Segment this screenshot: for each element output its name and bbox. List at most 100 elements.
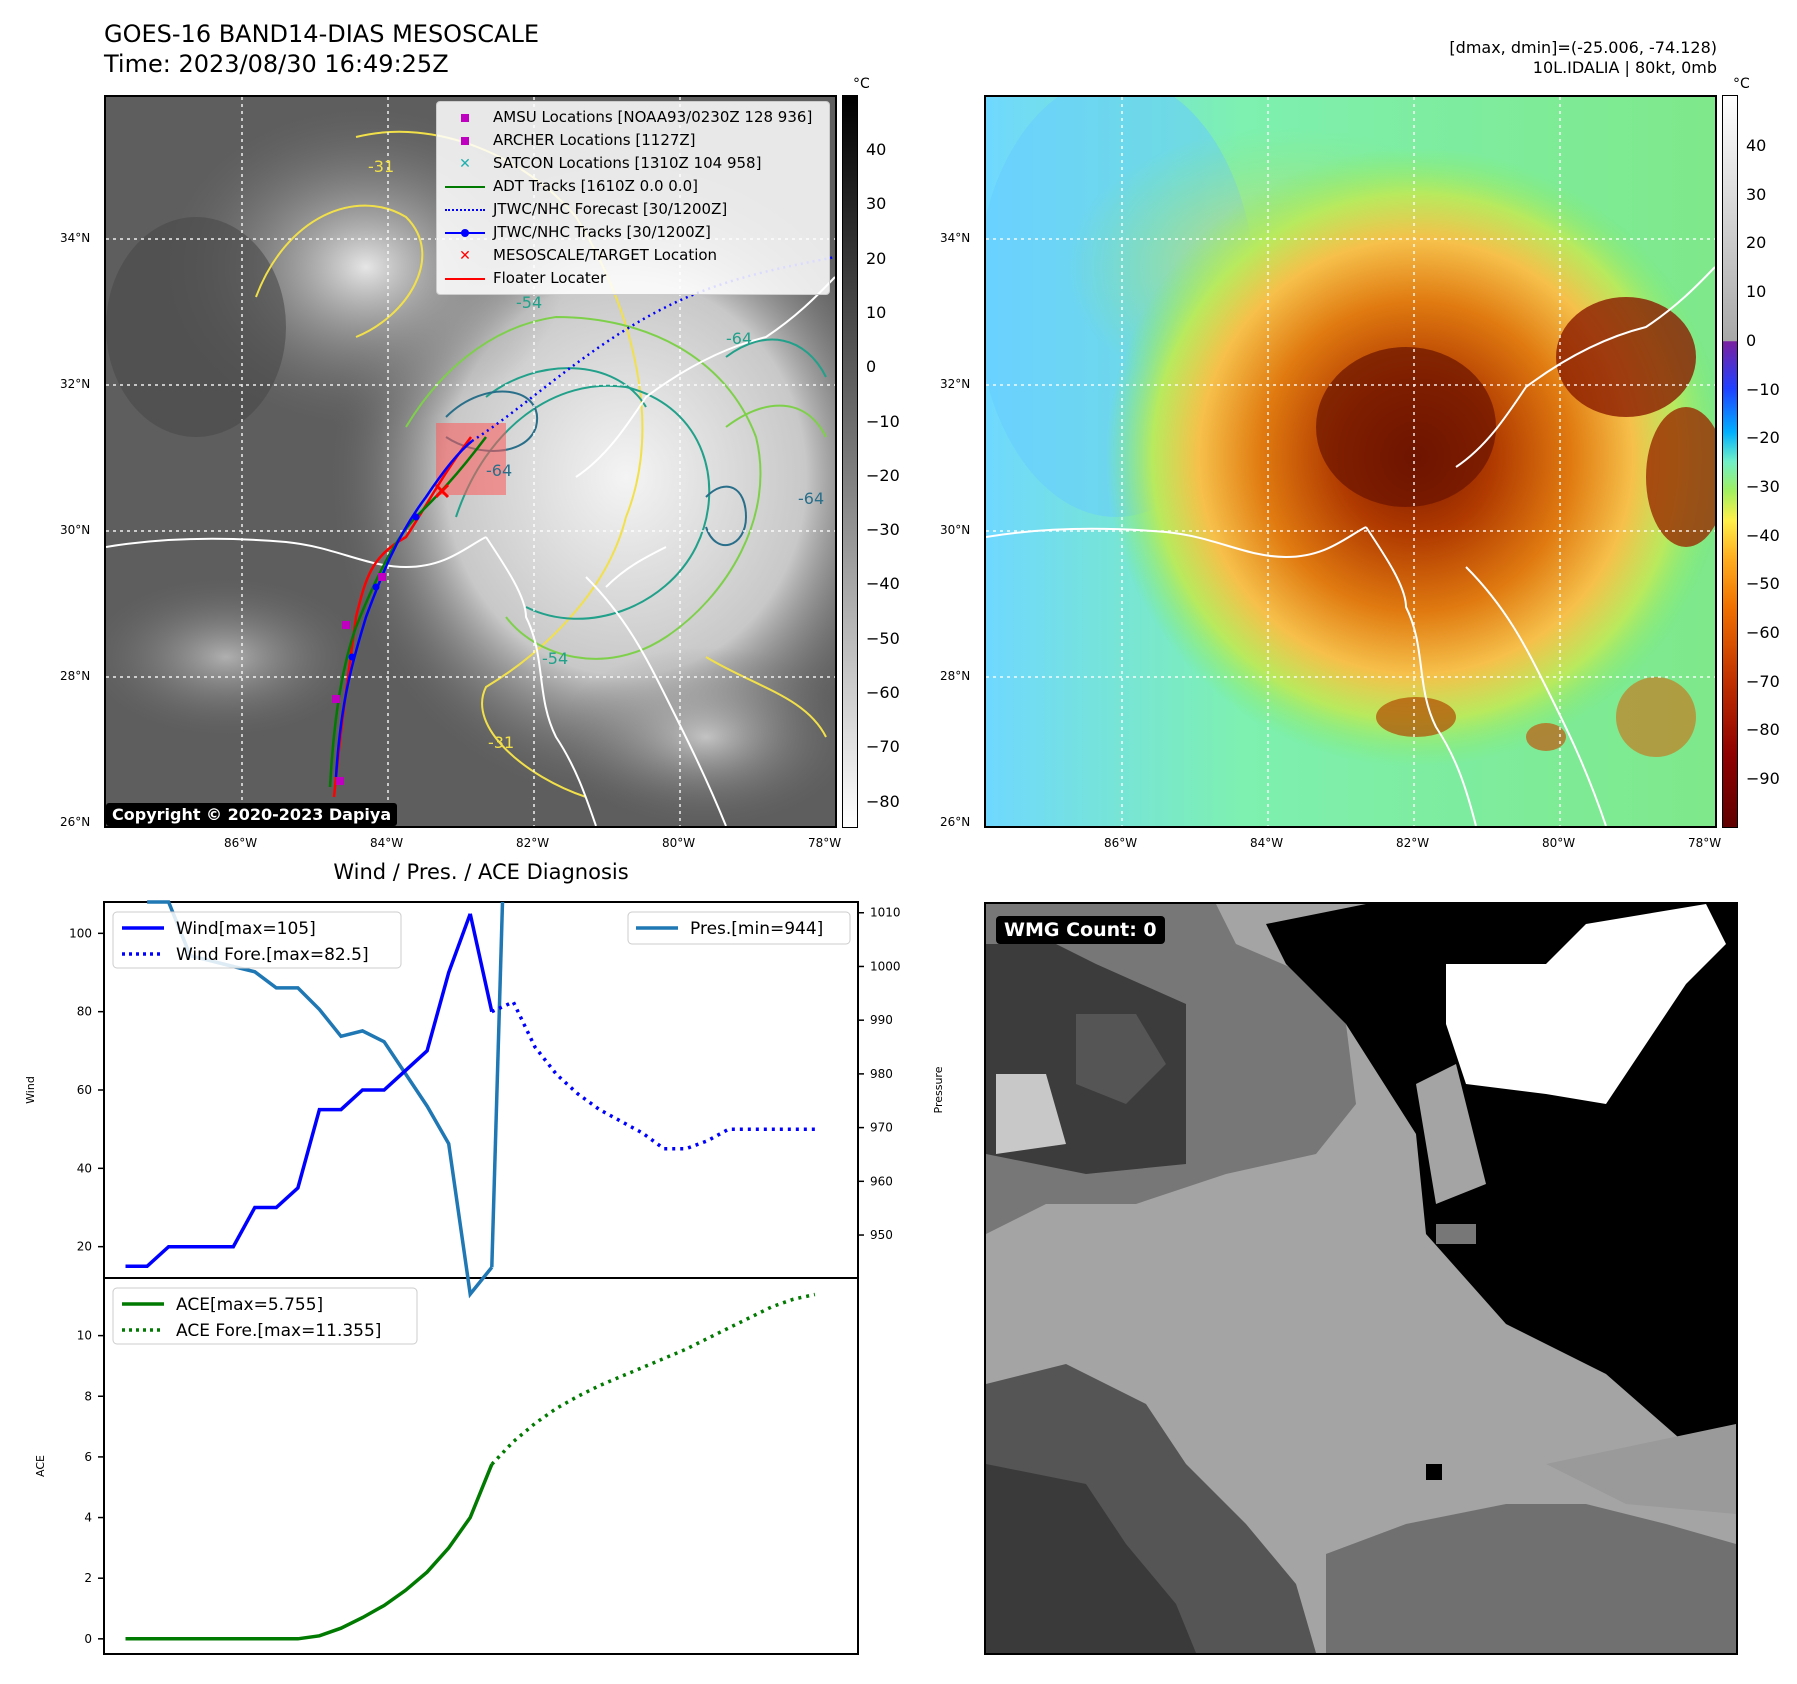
wind-tick: 20 (77, 1240, 92, 1254)
lat-label: 26°N (940, 815, 971, 829)
wmg-panel: WMG Count: 0 (984, 902, 1738, 1655)
lat-label: 30°N (60, 523, 91, 537)
wind-forecast-series (491, 999, 815, 1151)
wind-axis-label: Wind (24, 1076, 37, 1104)
timestamp: Time: 2023/08/30 16:49:25Z (104, 50, 449, 78)
lon-label: 82°W (516, 836, 550, 850)
colorbar-tick: −50 (866, 628, 900, 648)
ace-tick: 2 (84, 1571, 92, 1585)
lon-label: 80°W (1542, 836, 1576, 850)
legend-wind-forecast: Wind Fore.[max=82.5] (176, 945, 369, 965)
legend-jtwc-forecast: JTWC/NHC Forecast [30/1200Z] (445, 198, 821, 221)
lat-label: 34°N (940, 231, 971, 245)
enhanced-map-canvas (986, 97, 1715, 826)
colorbar-tick: 20 (866, 248, 887, 268)
ace-forecast-series (490, 1292, 816, 1466)
ace-series (125, 1463, 494, 1641)
lon-label: 78°W (808, 836, 842, 850)
lon-label: 84°W (370, 836, 404, 850)
pressure-tick: 950 (870, 1228, 893, 1242)
ir-grayscale-map: -31 -54 -64 -64 -64 -54 -31 AMSU Locatio… (104, 95, 837, 828)
legend-target: ✕ MESOSCALE/TARGET Location (459, 246, 718, 264)
contour-label: -31 (488, 733, 515, 752)
lon-label: 84°W (1250, 836, 1284, 850)
contour-label: -31 (368, 157, 395, 176)
ace-tick: 10 (77, 1329, 92, 1343)
contour-label: -64 (486, 461, 513, 480)
ace-legend (112, 1287, 418, 1345)
pressure-tick: 1010 (870, 906, 901, 920)
legend-amsu: AMSU Locations [NOAA93/0230Z 128 936] (445, 106, 821, 129)
ace-tick: 8 (84, 1389, 92, 1403)
legend-archer: ARCHER Locations [1127Z] (445, 129, 821, 152)
colorbar-tick: 10 (866, 302, 887, 322)
lon-label: 82°W (1396, 836, 1430, 850)
wmg-count-badge: WMG Count: 0 (996, 916, 1165, 944)
diagnosis-title: Wind / Pres. / ACE Diagnosis (333, 860, 629, 884)
lon-label: 78°W (1688, 836, 1722, 850)
wmg-canvas (986, 904, 1736, 1653)
legend-satcon: ✕ SATCON Locations [1310Z 104 958] (459, 154, 762, 172)
colorbar-unit: °C (1733, 76, 1750, 92)
lat-label: 32°N (60, 377, 91, 391)
lon-label: 86°W (224, 836, 258, 850)
legend-pressure: Pres.[min=944] (690, 919, 823, 939)
legend-jtwc-tracks: JTWC/NHC Tracks [30/1200Z] (445, 221, 821, 244)
wind-tick: 80 (77, 1005, 92, 1019)
lon-label: 80°W (662, 836, 696, 850)
colorbar-tick: −50 (1746, 574, 1780, 594)
colorbar-tick: 10 (1746, 282, 1767, 302)
storm-info: 10L.IDALIA | 80kt, 0mb (1532, 58, 1717, 77)
wind-tick: 60 (77, 1083, 92, 1097)
wind-series-tail (468, 913, 494, 1013)
lat-label: 34°N (60, 231, 91, 245)
lat-label: 32°N (940, 377, 971, 391)
colorbar-tick: 30 (1746, 184, 1767, 204)
legend-adt: ADT Tracks [1610Z 0.0 0.0] (445, 175, 821, 198)
ace-tick: 0 (84, 1632, 92, 1646)
pressure-tick: 990 (870, 1013, 893, 1027)
wind-series (125, 913, 472, 1269)
wind-legend (112, 911, 402, 969)
colorbar-unit: °C (853, 76, 870, 92)
pressure-tick: 960 (870, 1174, 893, 1188)
colorbar-tick: −60 (1746, 623, 1780, 642)
pressure-legend (627, 911, 851, 945)
colorbar-tick: −30 (1746, 476, 1780, 496)
colorbar-tick: 40 (1746, 136, 1767, 155)
grayscale-colorbar (842, 95, 858, 828)
diagnosis-chart: 1008060402010101000990980970960950108642… (24, 900, 945, 1655)
copyright-badge: Copyright © 2020-2023 Dapiya (106, 803, 398, 826)
lat-label: 28°N (60, 669, 91, 683)
dmax-dmin-readout: [dmax, dmin]=(-25.006, -74.128) (1449, 38, 1717, 57)
ace-axis-label: ACE (34, 1455, 47, 1477)
colorbar-tick: −40 (866, 574, 900, 594)
colorbar-tick: −90 (1746, 769, 1780, 789)
legend-floater: Floater Locater (445, 267, 821, 290)
colorbar-tick: 20 (1746, 233, 1767, 253)
colorbar-tick: 0 (1746, 330, 1757, 350)
lat-label: 26°N (60, 815, 91, 829)
colorbar-tick: −40 (1746, 525, 1780, 545)
pressure-tick: 980 (870, 1067, 893, 1081)
pressure-tick: 970 (870, 1121, 893, 1135)
colorbar-tick: −80 (866, 791, 900, 811)
lon-label: 86°W (1104, 836, 1138, 850)
pressure-axis-label: Pressure (932, 1066, 945, 1113)
map-legend: AMSU Locations [NOAA93/0230Z 128 936] AR… (436, 101, 830, 295)
contour-label: -64 (798, 489, 825, 508)
pressure-series-tail (490, 901, 505, 1268)
enhanced-colorbar (1722, 95, 1738, 828)
wind-tick: 40 (77, 1161, 92, 1175)
colorbar-tick: −70 (866, 737, 900, 757)
lat-label: 28°N (940, 669, 971, 683)
jtwc-forecast-track (471, 255, 835, 443)
contour-label: -64 (726, 329, 753, 348)
colorbar-tick: 0 (866, 357, 877, 377)
colorbar-tick: −10 (866, 411, 900, 431)
colorbar-tick: −70 (1746, 671, 1780, 691)
main-title: GOES-16 BAND14-DIAS MESOSCALE (104, 20, 540, 48)
colorbar-tick: 40 (866, 140, 887, 159)
pressure-tick: 1000 (870, 959, 901, 973)
legend-ace-forecast: ACE Fore.[max=11.355] (176, 1321, 381, 1341)
